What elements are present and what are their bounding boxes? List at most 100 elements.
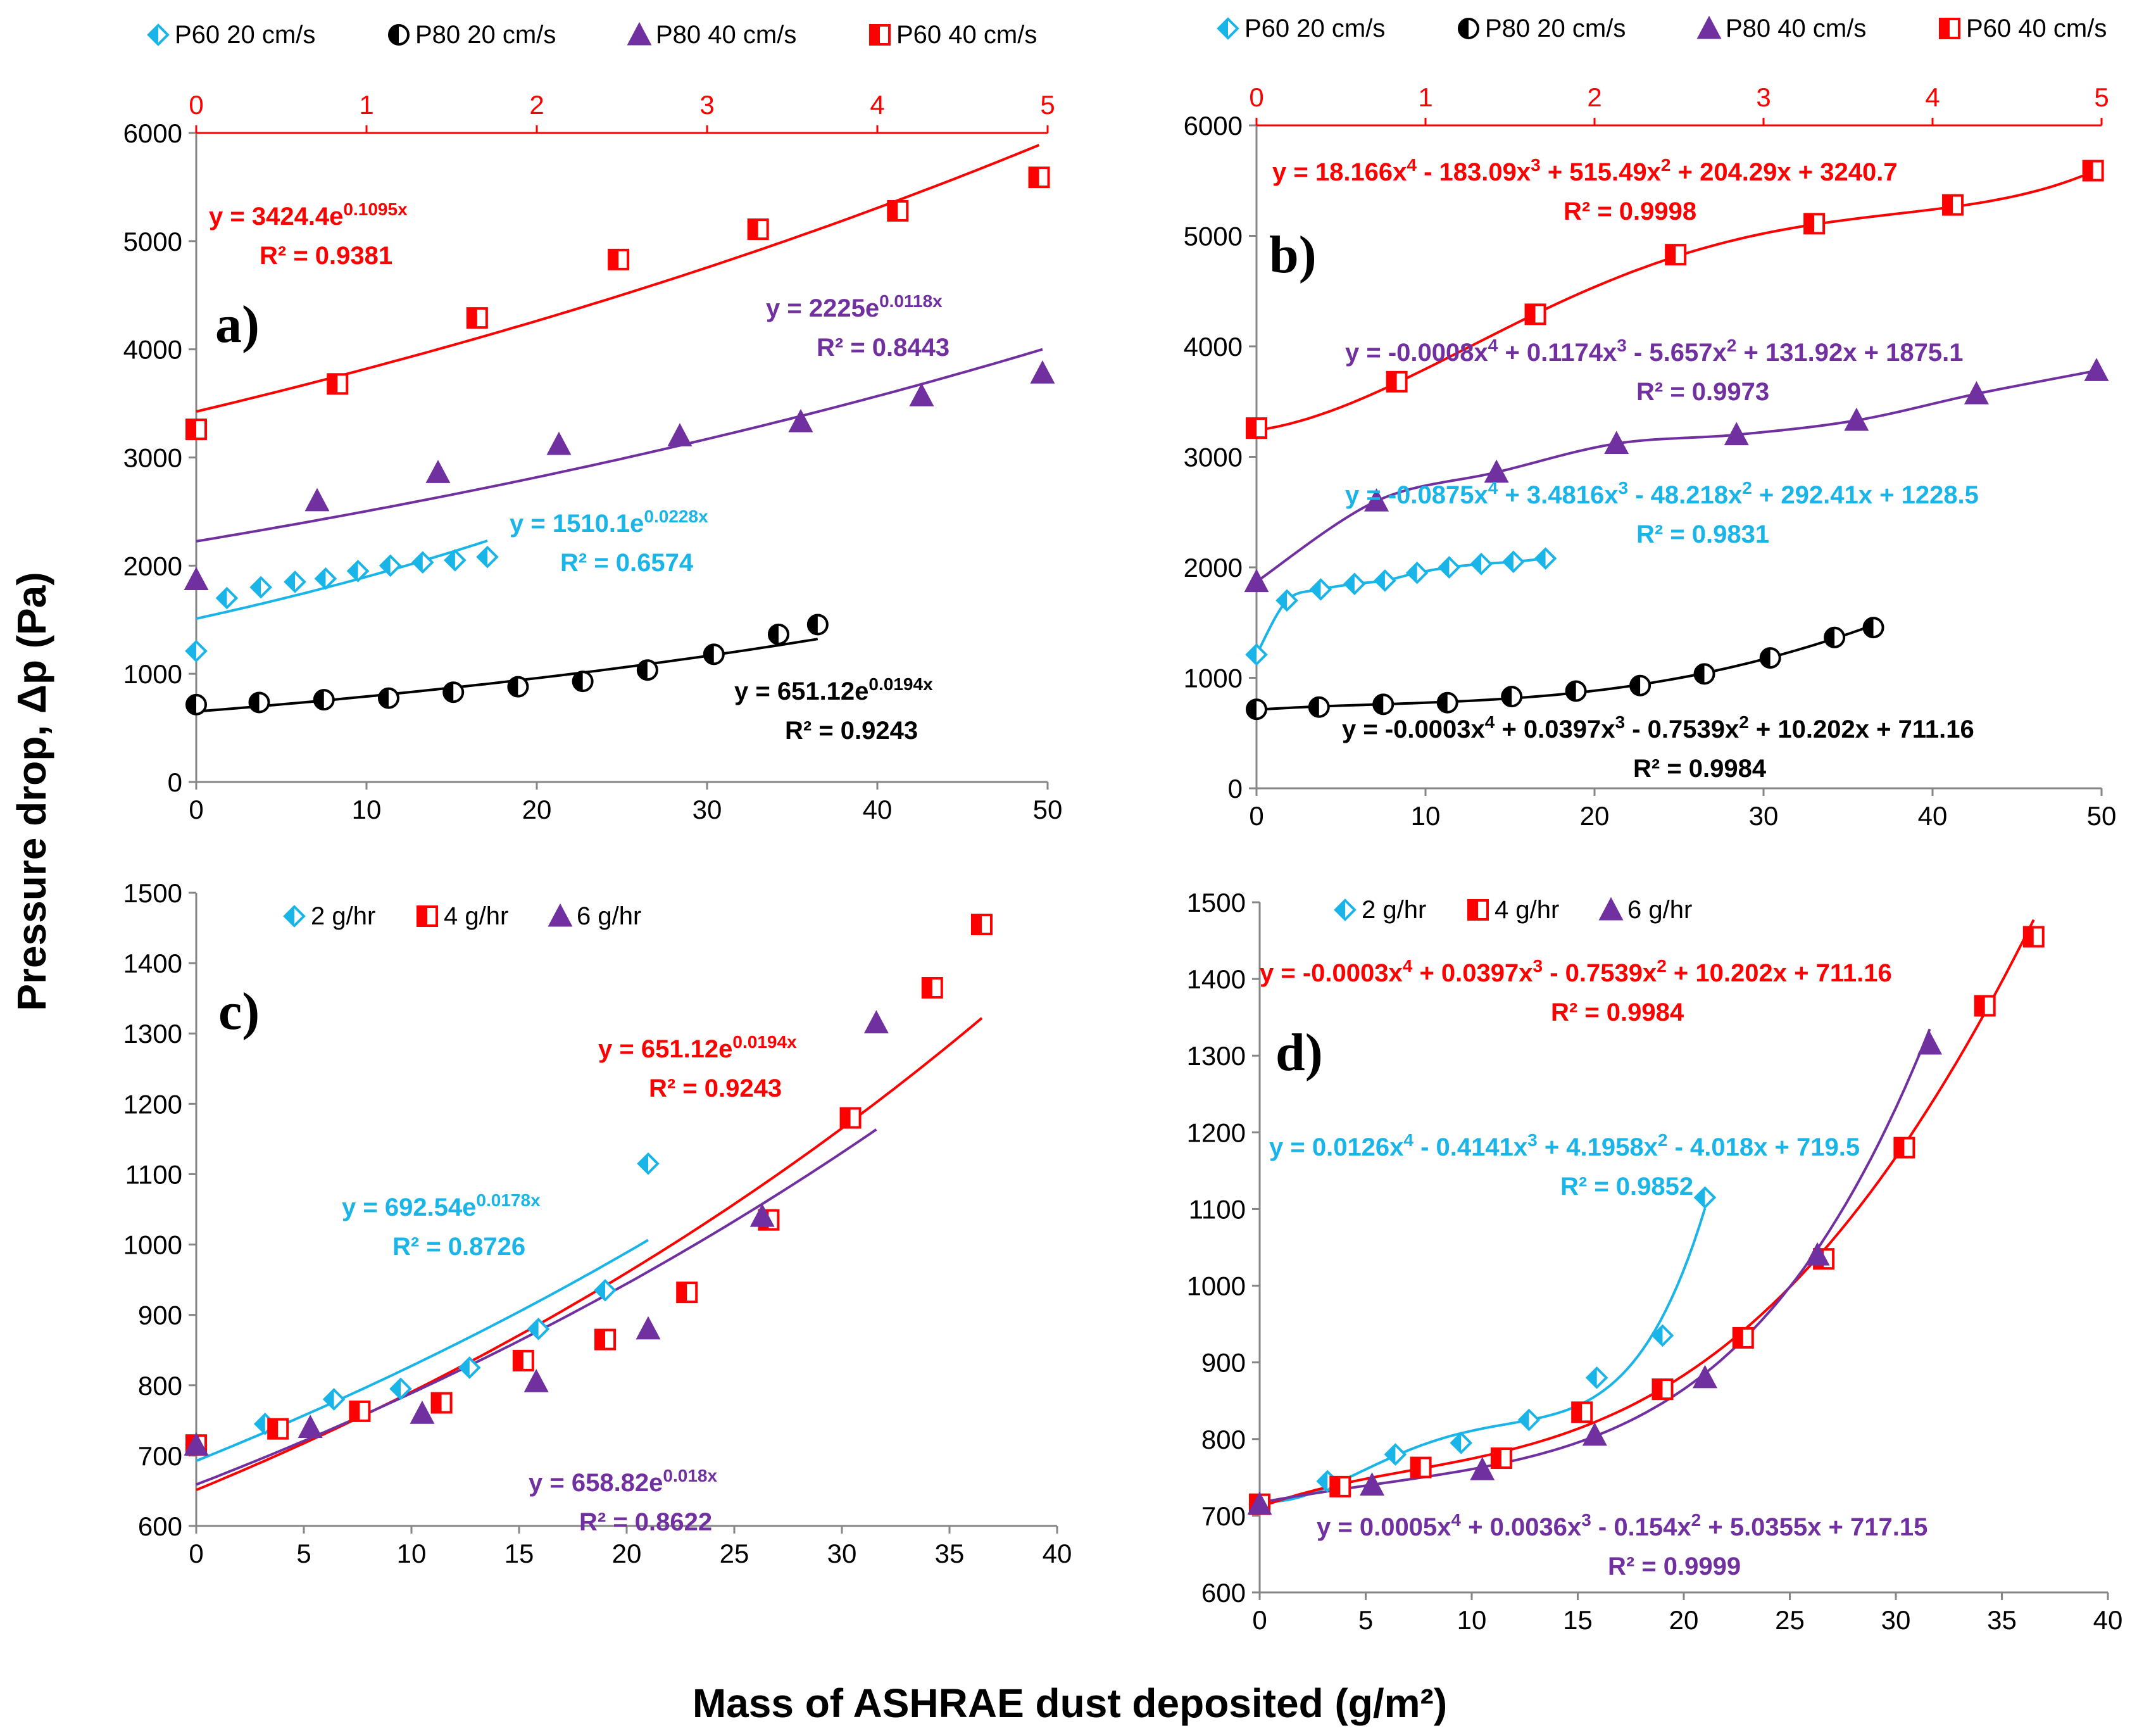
data-point-purple [298,1415,323,1438]
exponent: 0.1095x [343,199,408,219]
panel-label: b) [1269,225,1317,284]
y-tick-label: 1400 [123,948,182,978]
equation-base: y = 3424.4e [209,203,343,230]
x-tick-label: 35 [935,1539,965,1568]
data-point-red-fill [888,201,898,220]
trendline-equation: y = 0.0126x4 - 0.4141x3 + 4.1958x2 - 4.0… [1269,1130,1860,1162]
r-squared: R² = 0.8443 [817,334,950,362]
y-tick-label: 1000 [123,1230,182,1260]
equation-term: + 515.49x [1541,158,1661,186]
x-tick-label: 20 [1669,1605,1699,1635]
data-point-purple [304,488,330,512]
top-tick-label: 5 [1040,90,1055,120]
top-tick-label: 3 [699,90,714,120]
exponent: 0.0194x [868,674,933,694]
data-point-purple [1724,422,1749,446]
data-point-red-fill [268,1419,279,1439]
x-tick-label: 40 [2093,1605,2123,1635]
data-point-red-fill [1247,419,1257,438]
equation-base: y = 2225e [766,294,879,322]
data-point-cyan-fill [187,641,196,661]
data-point-red-fill [1666,245,1676,265]
r-squared: R² = 0.9999 [1608,1553,1741,1580]
legend-marker-fill [149,25,158,44]
data-point-cyan-fill [1344,574,1355,594]
data-point-cyan-fill [477,547,487,567]
data-point-red-fill [1733,1328,1743,1347]
exponent: 3 [1581,1510,1591,1530]
equation-term: - 183.09x [1417,158,1531,186]
data-point-purple [863,1010,889,1034]
y-tick-label: 600 [1201,1578,1246,1608]
equation-term: - 4.018x + 719.5 [1667,1133,1860,1161]
r-squared: R² = 0.9984 [1551,999,1684,1026]
data-point-cyan-fill [1451,1433,1462,1453]
equation-term: - 0.7539x [1543,959,1657,987]
r-squared: R² = 0.9381 [260,242,392,270]
exponent: 2 [1661,155,1671,175]
x-tick-label: 10 [1411,801,1441,831]
data-point-black-fill [1695,664,1705,684]
legend-marker-fill [870,25,880,44]
r-squared: R² = 0.9852 [1560,1173,1693,1200]
equation-base: y = 1510.1e [510,510,644,538]
data-point-purple [1244,569,1269,593]
exponent: 4 [1485,712,1495,732]
y-tick-label: 0 [168,767,182,797]
data-point-cyan-fill [1536,549,1546,569]
x-tick-label: 10 [397,1539,427,1568]
x-tick-label: 0 [1249,801,1263,831]
data-point-black-fill [187,695,196,714]
trendline-equation: y = 651.12e0.0194x [734,674,933,706]
equation-term: + 292.41x + 1228.5 [1752,481,1979,509]
x-tick-label: 15 [505,1539,534,1568]
x-tick-label: 30 [693,795,722,824]
data-point-red-fill [350,1401,360,1421]
x-tick-label: 20 [522,795,552,824]
data-point-cyan-fill [1318,1471,1328,1491]
y-tick-label: 2000 [123,551,182,581]
data-point-cyan-fill [1472,554,1482,574]
trendline-equation: y = -0.0003x4 + 0.0397x3 - 0.7539x2 + 10… [1260,956,1892,988]
x-tick-label: 35 [1987,1605,2017,1635]
exponent: 2 [1742,478,1752,498]
data-point-red-fill [922,978,932,997]
legend-marker-fill [418,907,427,926]
x-tick-label: 30 [1881,1605,1911,1635]
data-point-cyan-fill [460,1358,470,1377]
data-point-purple [1484,459,1509,483]
y-tick-label: 1000 [1187,1271,1246,1301]
data-point-purple [788,408,813,432]
y-tick-label: 900 [138,1301,182,1330]
x-tick-label: 0 [1252,1605,1267,1635]
data-point-black-fill [1438,693,1448,712]
data-point-cyan-fill [413,553,423,572]
top-tick-label: 3 [1756,82,1771,112]
data-point-red-fill [1526,305,1536,324]
top-tick-label: 4 [1925,82,1940,112]
data-point-black-fill [1864,618,1874,638]
x-tick-label: 0 [189,795,203,824]
data-point-cyan-fill [324,1390,334,1409]
equation-term: + 5.0355x + 717.15 [1701,1513,1927,1541]
data-point-cyan-fill [1407,563,1417,583]
legend-marker [1696,15,1722,39]
data-point-black-fill [314,690,324,710]
data-point-purple [636,1316,661,1340]
legend-marker-fill [285,907,294,926]
data-point-black-fill [508,677,518,696]
exponent: 0.0228x [644,507,708,526]
y-tick-label: 1300 [1187,1041,1246,1071]
equation-term: y = -0.0875x [1345,481,1488,509]
data-point-purple [1964,381,1989,405]
data-point-black-fill [808,615,818,634]
equation-term: + 4.1958x [1538,1133,1658,1161]
r-squared: R² = 0.9973 [1636,378,1769,406]
equation-term: + 131.92x + 1875.1 [1736,339,1963,367]
chart-d: 0 5 10 15 20 25 30 35 40 600 700 800 900 1000 1100 1200… [1187,888,2123,1635]
data-point-black-fill [573,672,583,691]
data-point-cyan-fill [1311,579,1321,599]
x-tick-label: 20 [1580,801,1610,831]
r-squared: R² = 0.9831 [1636,520,1769,548]
